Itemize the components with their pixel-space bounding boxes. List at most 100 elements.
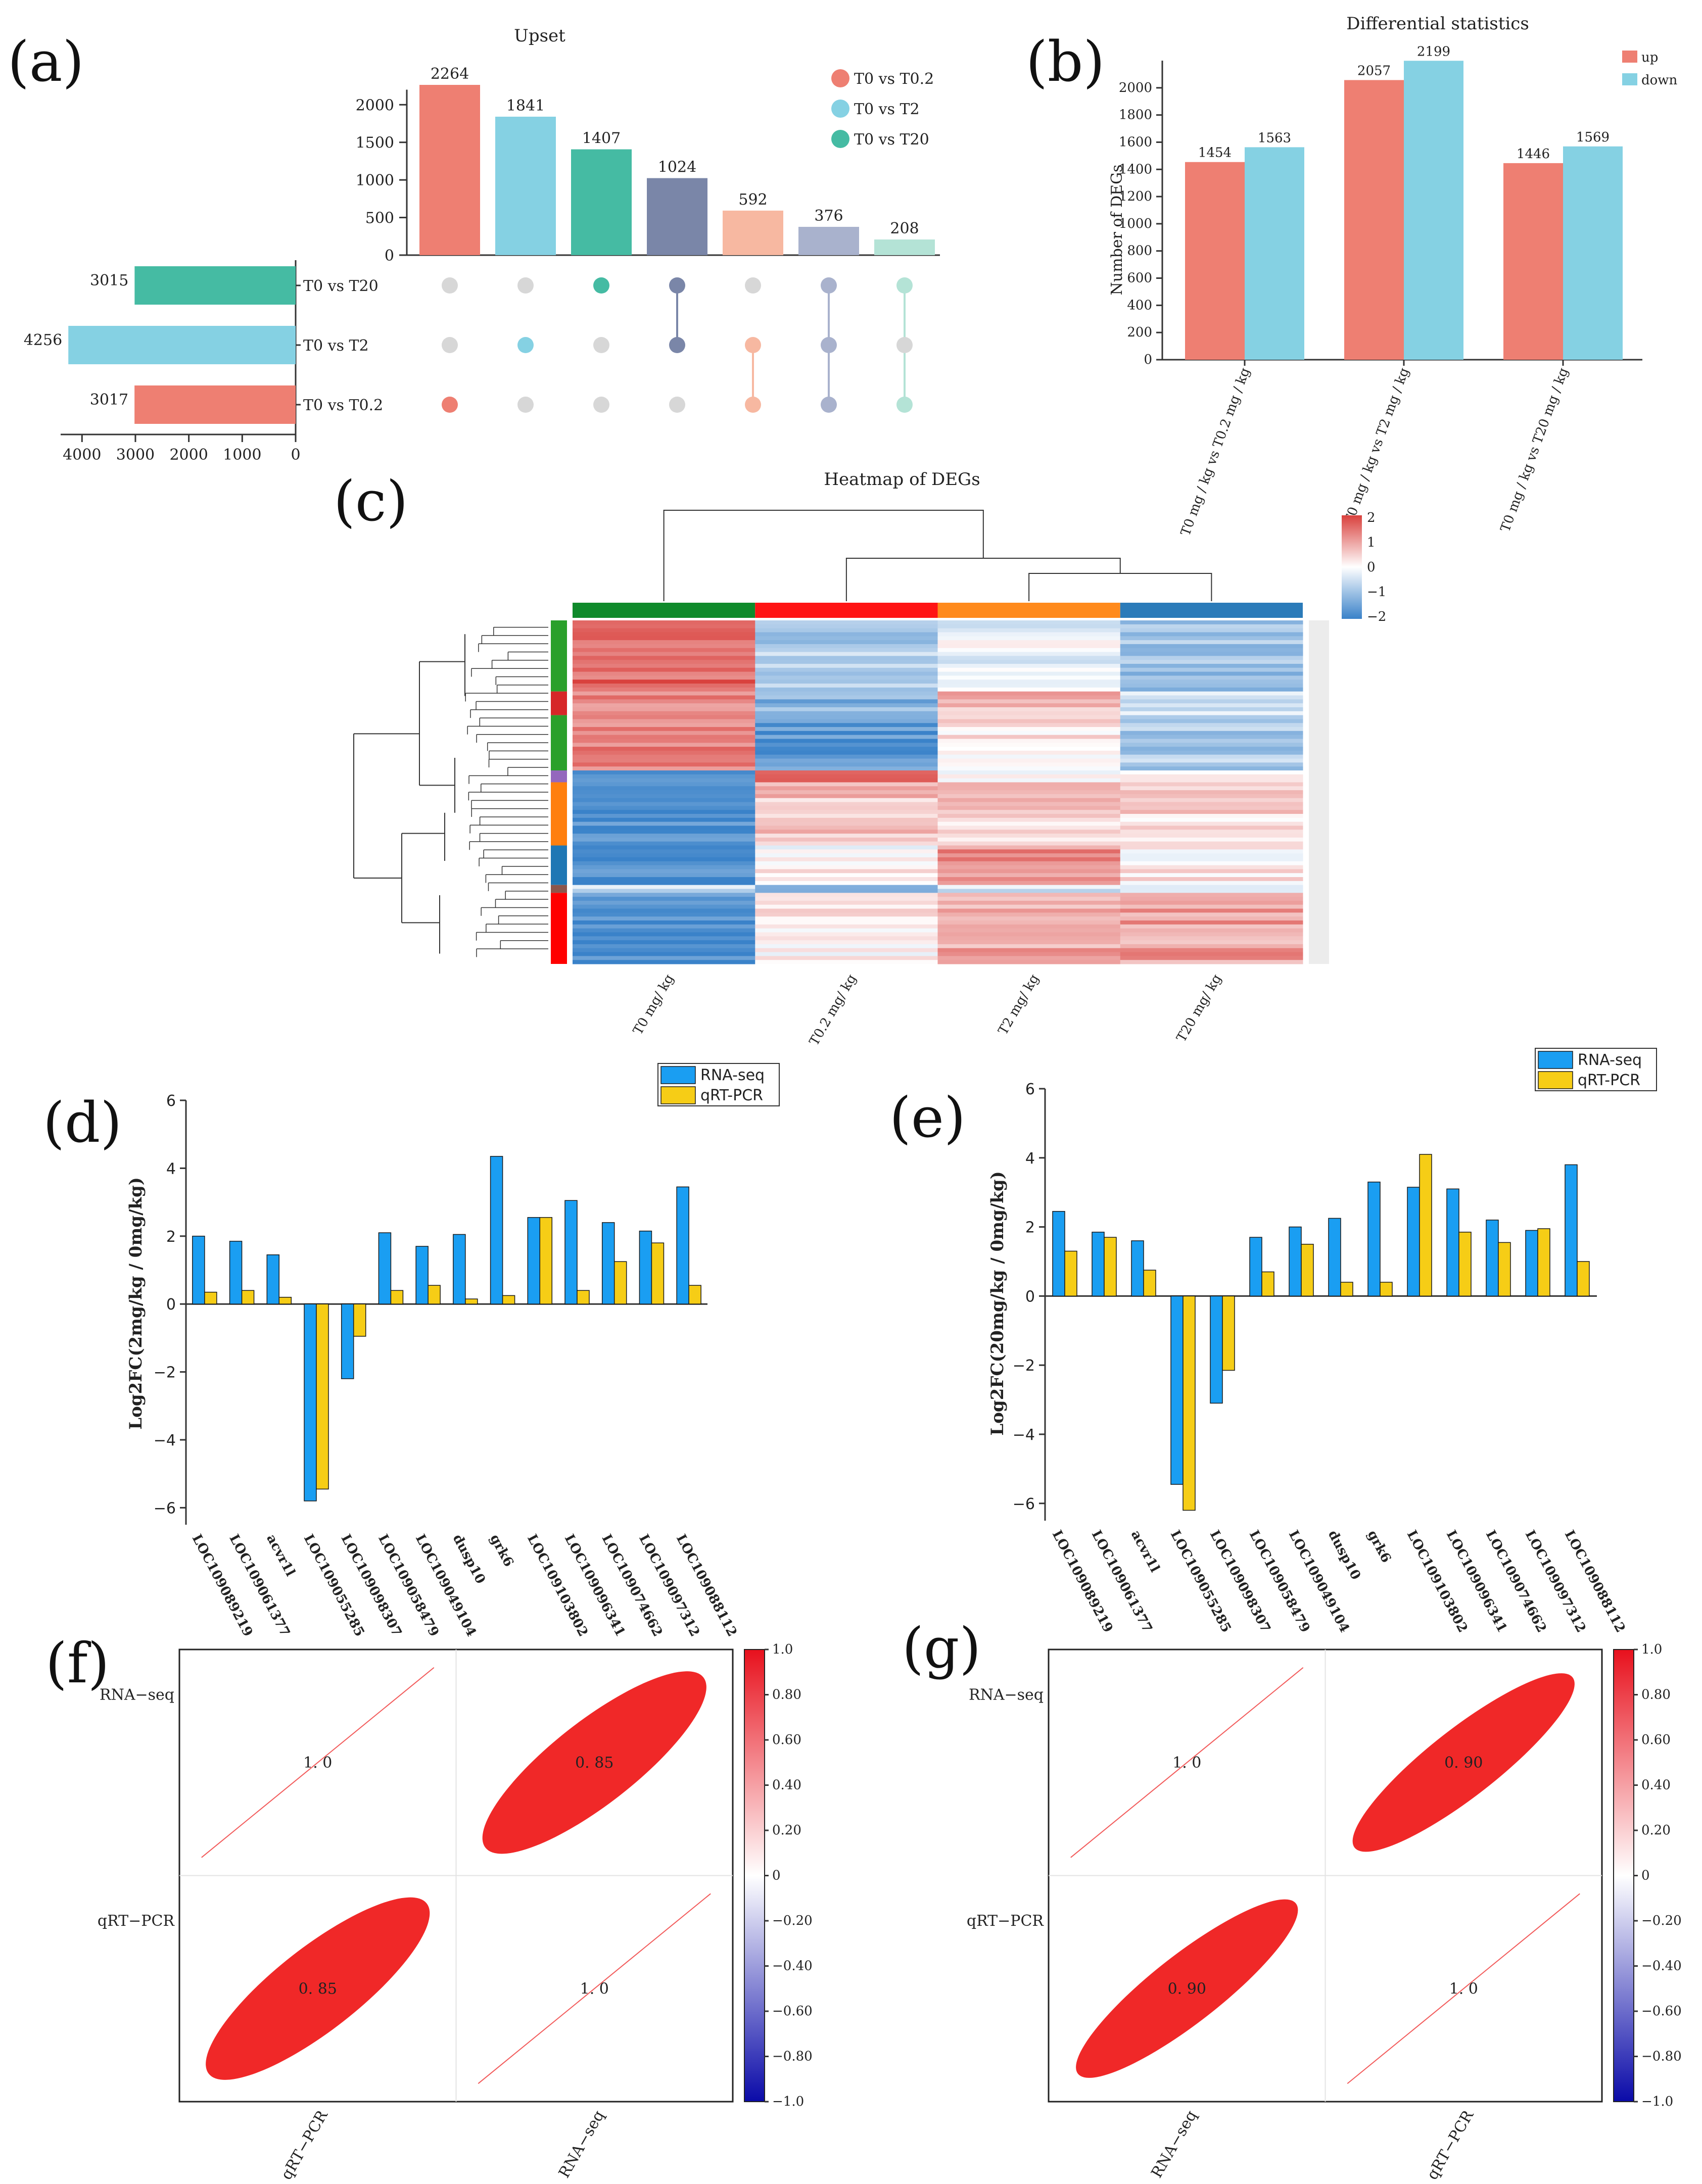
heatmap-cell: [755, 830, 938, 834]
heatmap-cell: [573, 624, 755, 629]
heatmap-cell: [755, 873, 938, 878]
heatmap-cell: [755, 928, 938, 933]
upset-bar-label: 592: [738, 191, 767, 209]
heatmap-cell: [755, 924, 938, 929]
heatmap-cell: [755, 885, 938, 889]
heatmap-cell: [937, 912, 1121, 917]
heatmap-cell: [755, 687, 938, 692]
heatmap-cell: [1120, 845, 1303, 850]
heatmap-cell: [755, 663, 938, 668]
heatmap-cell: [937, 774, 1121, 779]
heatmap-cell: [755, 727, 938, 732]
diff-y-tick-label: 1600: [1119, 134, 1152, 150]
heatmap-cell: [1120, 889, 1303, 893]
diff-legend-label: up: [1641, 50, 1658, 65]
heatmap-cell: [573, 747, 755, 751]
heatmap-cell: [937, 956, 1121, 960]
heatmap-cell: [573, 817, 755, 822]
heatmap-cell: [937, 620, 1121, 625]
column-dendrogram-link: [1028, 573, 1212, 601]
heatmap-cell: [1120, 841, 1303, 846]
heatmap-cell: [573, 841, 755, 846]
heatmap-cell: [937, 936, 1121, 941]
heatmap-cell: [937, 727, 1121, 732]
heatmap-colorbar-tick: −2: [1367, 609, 1386, 624]
heatmap-row-group-bar: [551, 782, 567, 846]
heatmap-cell: [937, 660, 1121, 664]
upset-bar: [419, 85, 480, 255]
log2fc-20mg-plot: 6420−2−4−6LOC109089219LOC109061377acvr1l…: [1013, 1048, 1657, 1635]
set-name-label: T0 vs T0.2: [303, 397, 383, 414]
heatmap-cell: [1120, 750, 1303, 755]
heatmap-cell: [937, 897, 1121, 901]
log2fc-bar: [390, 1290, 404, 1304]
upset-dot: [442, 397, 458, 413]
set-size-x-tick-label: 0: [291, 446, 300, 464]
heatmap-cell: [1120, 893, 1303, 897]
heatmap-cell: [755, 766, 938, 771]
log2fc-bar: [278, 1297, 292, 1304]
heatmap-cell: [573, 885, 755, 889]
panel-label-a: (a): [8, 29, 84, 94]
heatmap-cell: [755, 711, 938, 716]
heatmap-cell: [937, 893, 1121, 897]
heatmap-cell: [755, 758, 938, 763]
panel-label-c: (c): [334, 469, 408, 533]
corr-colorbar-tick-label: 0.40: [1641, 1778, 1671, 1793]
log2fc-y-tick-label: 6: [1025, 1081, 1035, 1098]
heatmap-cell: [937, 881, 1121, 886]
heatmap-cell: [937, 861, 1121, 866]
heatmap-cell: [937, 908, 1121, 913]
heatmap-cell: [755, 821, 938, 826]
heatmap-cell: [1120, 671, 1303, 676]
heatmap-cell: [573, 830, 755, 834]
diff-y-tick-label: 1400: [1119, 162, 1152, 177]
corr-value-label: 0. 90: [1168, 1980, 1206, 1998]
heatmap-cell: [1120, 786, 1303, 791]
upset-legend-label: T0 vs T20: [854, 131, 929, 149]
heatmap-cell: [1120, 758, 1303, 763]
corr-colorbar-tick-label: −0.40: [772, 1959, 813, 1974]
upset-title: Upset: [514, 26, 565, 46]
diff-y-tick-label: 2000: [1119, 80, 1152, 95]
log2fc-legend-label: RNA-seq: [1578, 1051, 1642, 1069]
heatmap-cell: [1120, 743, 1303, 747]
set-size-x-tick-label: 4000: [63, 446, 101, 464]
log2fc-bar: [1367, 1181, 1381, 1297]
heatmap-cell: [1120, 912, 1303, 917]
heatmap-cell: [573, 782, 755, 787]
heatmap-cell: [1120, 648, 1303, 653]
heatmap-cell: [755, 628, 938, 633]
heatmap-cell: [755, 912, 938, 917]
log2fc-bar: [1407, 1187, 1420, 1297]
corr-col-label: qRT−PCR: [1424, 2107, 1478, 2182]
heatmap-cell: [1120, 900, 1303, 905]
heatmap-cell: [755, 640, 938, 645]
corr-ellipse: [482, 1671, 706, 1854]
diff-y-tick-label: 1000: [1119, 216, 1152, 231]
upset-dot: [896, 277, 913, 294]
corr-colorbar-tick-label: 0: [772, 1868, 781, 1883]
corr-colorbar-tick-label: −0.60: [1641, 2004, 1682, 2019]
log2fc-bar: [1458, 1232, 1472, 1297]
corr-colorbar-tick-label: 0.20: [772, 1823, 801, 1838]
heatmap-cell: [1120, 652, 1303, 656]
upset-dot: [517, 397, 534, 413]
heatmap-cell: [937, 834, 1121, 838]
heatmap-cell: [573, 628, 755, 633]
upset-legend-label: T0 vs T2: [854, 101, 920, 118]
heatmap-cell: [755, 715, 938, 719]
heatmap-cell: [1120, 897, 1303, 901]
heatmap-cell: [573, 735, 755, 739]
upset-dot: [821, 337, 837, 353]
corr-value-label: 1. 0: [303, 1754, 332, 1772]
upset-bar: [647, 178, 707, 255]
corr-diagonal-line: [1070, 1667, 1304, 1858]
heatmap-cell: [1120, 731, 1303, 736]
heatmap-cell: [573, 750, 755, 755]
heatmap-cell: [1120, 628, 1303, 633]
heatmap-cell: [573, 810, 755, 814]
heatmap-cell: [937, 904, 1121, 909]
heatmap-cell: [573, 695, 755, 700]
heatmap-cell: [937, 663, 1121, 668]
